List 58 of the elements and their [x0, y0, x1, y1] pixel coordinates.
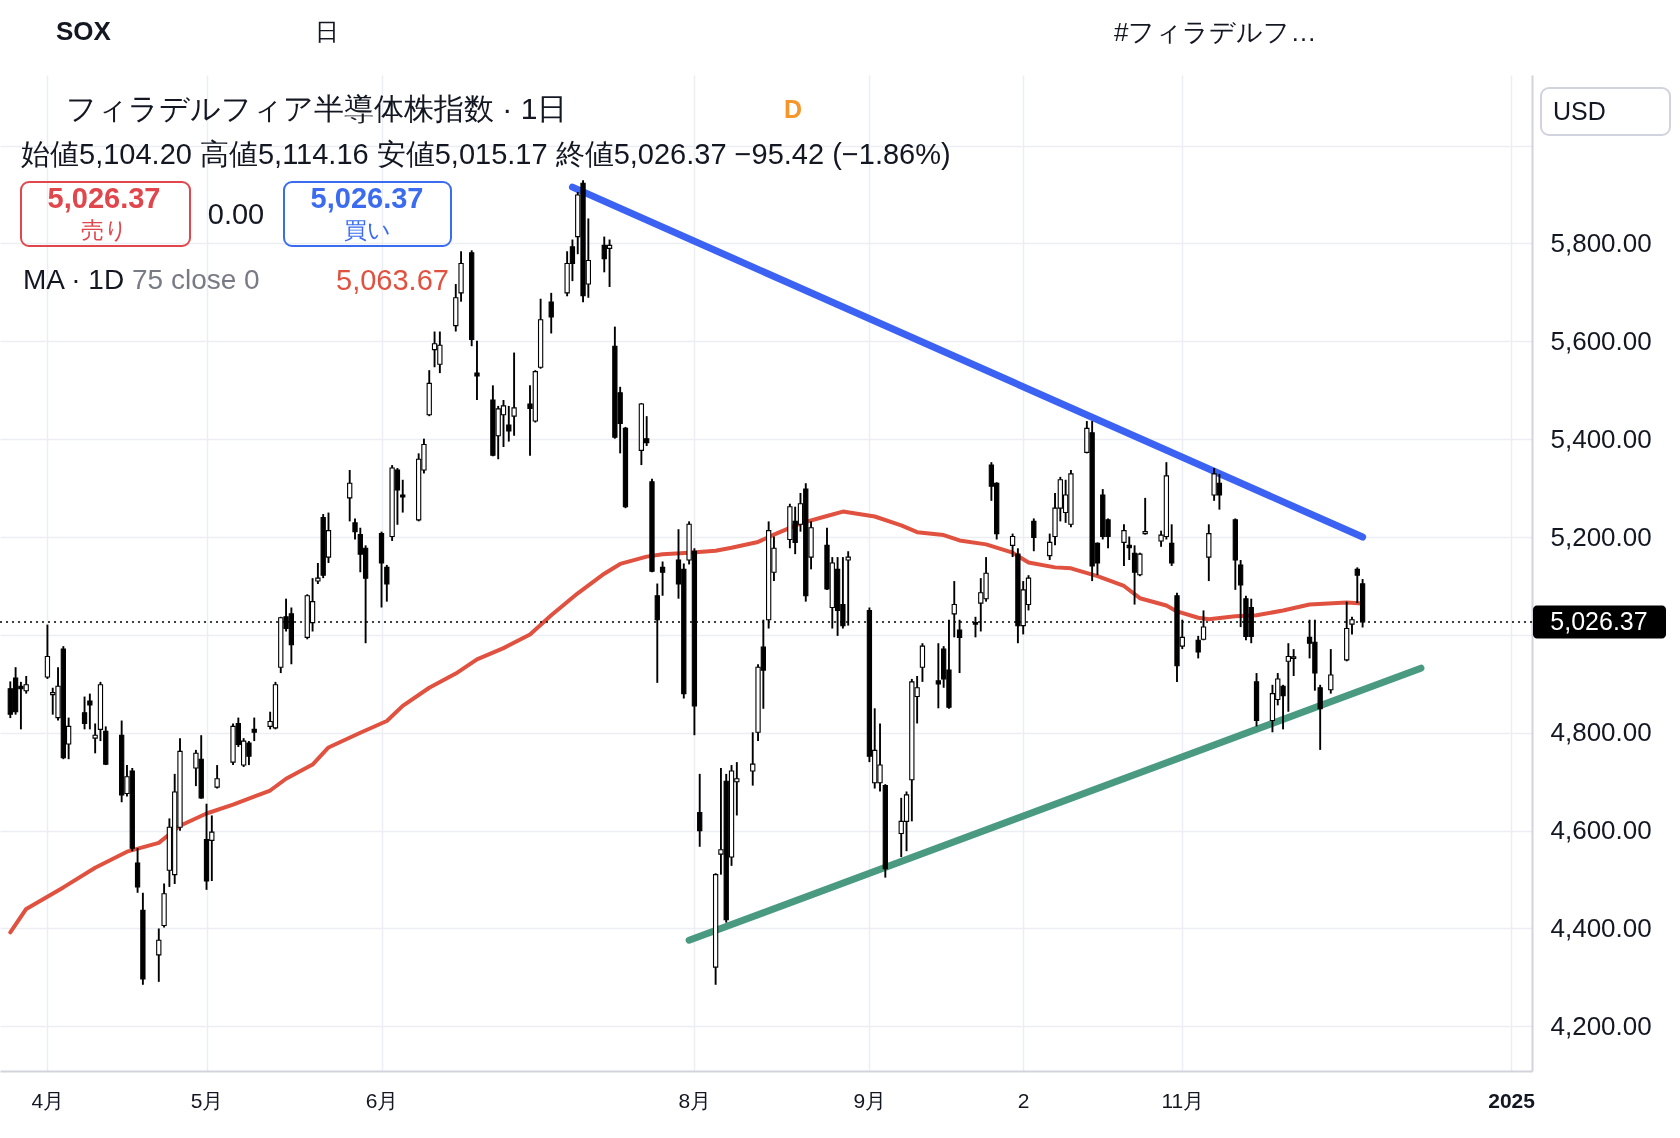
annotation: 5,026.37 — [310, 182, 424, 214]
candlestick — [134, 847, 141, 894]
annotation: MA · 1D — [23, 264, 125, 295]
x-tick-label: 4月 — [31, 1088, 65, 1112]
candlestick — [935, 642, 941, 710]
candlestick — [1206, 523, 1212, 583]
y-tick-label: 5,400.00 — [1550, 423, 1652, 454]
candlestick — [92, 722, 98, 755]
candlestick — [44, 623, 51, 680]
y-tick-label: 5,200.00 — [1550, 521, 1652, 552]
annotation: 75 close 0 — [132, 264, 260, 295]
chart-title: フィラデルフィア半導体株指数 · 1日 — [66, 92, 568, 125]
text: 日 — [315, 18, 339, 45]
candlestick — [606, 238, 613, 288]
ref-line-label: 5,026.37 — [1550, 607, 1648, 635]
candlestick — [214, 764, 220, 790]
candlestick — [474, 339, 480, 401]
candlestick — [659, 560, 666, 597]
candlestick — [81, 695, 88, 731]
text: SOX — [56, 16, 112, 46]
candlestick — [1354, 566, 1360, 605]
candlestick — [548, 291, 554, 335]
x-tick-label: 2 — [1017, 1088, 1030, 1112]
candlestick — [384, 563, 390, 603]
y-tick-label: 4,400.00 — [1550, 913, 1652, 943]
candlestick — [1121, 523, 1127, 567]
x-tick-label: 11月 — [1161, 1088, 1205, 1112]
y-tick-label: 5,600.00 — [1550, 325, 1652, 356]
annotation: 5,063.67 — [336, 264, 449, 296]
y-tick-label: 4,200.00 — [1550, 1010, 1652, 1041]
annotation: 5,026.37 — [47, 182, 161, 214]
candlestick — [1031, 517, 1037, 553]
candlestick — [1169, 523, 1175, 567]
text: USD — [1553, 97, 1606, 125]
candlestick — [1142, 496, 1148, 536]
candlestick — [1195, 634, 1201, 660]
candlestick — [400, 478, 406, 514]
annotation: D — [783, 95, 803, 123]
candlestick — [347, 469, 353, 523]
x-tick-label: 6月 — [365, 1088, 399, 1112]
x-tick-label: 9月 — [853, 1088, 887, 1112]
x-tick-label: 5月 — [190, 1088, 224, 1112]
text: 始値5,104.20 高値5,114.16 安値5,015.17 終値5,026.37 −95.42 (−1.86%) — [21, 138, 951, 170]
annotation: 売り — [80, 217, 128, 243]
y-tick-label: 4,600.00 — [1550, 815, 1652, 846]
x-tick-label: 8月 — [678, 1088, 712, 1112]
candlestick — [919, 642, 926, 683]
candlestick — [697, 772, 703, 848]
annotation: 買い — [343, 217, 391, 243]
text: #フィラデルフ… — [1114, 17, 1317, 47]
x-tick-label: 2025 — [1488, 1088, 1536, 1112]
y-tick-label: 5,800.00 — [1550, 227, 1652, 258]
candlestick — [1328, 648, 1334, 695]
y-tick-label: 4,800.00 — [1550, 717, 1652, 748]
candlestick — [87, 692, 93, 731]
candlestick — [156, 927, 162, 983]
candlestick — [251, 716, 257, 743]
annotation: 0.00 — [207, 198, 265, 230]
